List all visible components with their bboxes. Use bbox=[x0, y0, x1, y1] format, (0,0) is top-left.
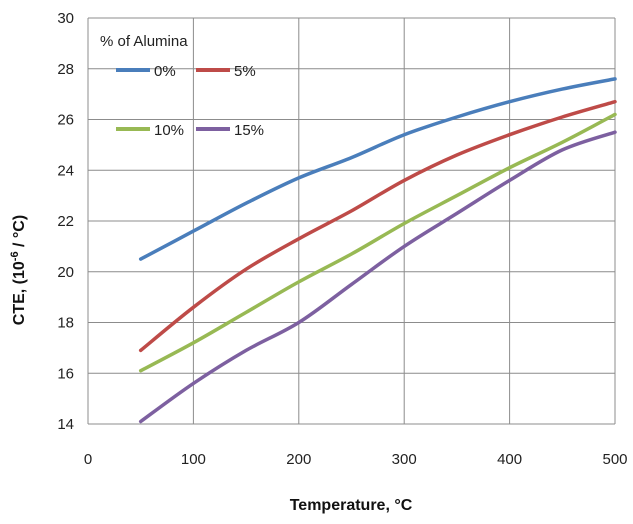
y-tick-label: 26 bbox=[57, 112, 74, 129]
series-line-0 bbox=[138, 77, 617, 261]
series-line-2 bbox=[138, 112, 617, 373]
y-tick-label: 24 bbox=[57, 162, 74, 179]
y-axis-title-prefix: CTE, (10 bbox=[11, 261, 28, 325]
y-axis-tick-labels: 14 16 18 20 22 24 26 28 30 bbox=[57, 10, 74, 433]
y-tick-label: 18 bbox=[57, 315, 74, 332]
x-tick-label: 400 bbox=[497, 451, 522, 468]
x-tick-label: 500 bbox=[602, 451, 627, 468]
legend-label-0: 0% bbox=[154, 63, 176, 80]
series-line-1 bbox=[138, 99, 617, 353]
x-tick-label: 300 bbox=[392, 451, 417, 468]
x-axis-title: Temperature, °C bbox=[290, 497, 413, 514]
chart-legend: % of Alumina 0% 5% 10% 15% bbox=[100, 33, 264, 139]
y-tick-label: 20 bbox=[57, 264, 74, 281]
y-tick-label: 14 bbox=[57, 416, 74, 433]
x-tick-label: 100 bbox=[181, 451, 206, 468]
legend-label-1: 5% bbox=[234, 63, 256, 80]
chart-gridlines bbox=[87, 17, 616, 425]
legend-label-2: 10% bbox=[154, 122, 184, 139]
series-line-3 bbox=[138, 130, 617, 424]
y-axis-title: CTE, (10-6 / °C) bbox=[9, 215, 28, 325]
y-tick-label: 28 bbox=[57, 61, 74, 78]
legend-label-3: 15% bbox=[234, 122, 264, 139]
chart-series bbox=[138, 77, 617, 424]
y-axis-title-suffix: / °C) bbox=[11, 215, 28, 252]
x-tick-label: 0 bbox=[84, 451, 92, 468]
y-tick-label: 30 bbox=[57, 10, 74, 27]
y-axis-title-exponent: -6 bbox=[9, 251, 21, 261]
y-tick-label: 22 bbox=[57, 213, 74, 230]
x-axis-tick-labels: 0 100 200 300 400 500 bbox=[84, 451, 628, 468]
x-tick-label: 200 bbox=[286, 451, 311, 468]
y-tick-label: 16 bbox=[57, 365, 74, 382]
legend-title: % of Alumina bbox=[100, 33, 188, 50]
